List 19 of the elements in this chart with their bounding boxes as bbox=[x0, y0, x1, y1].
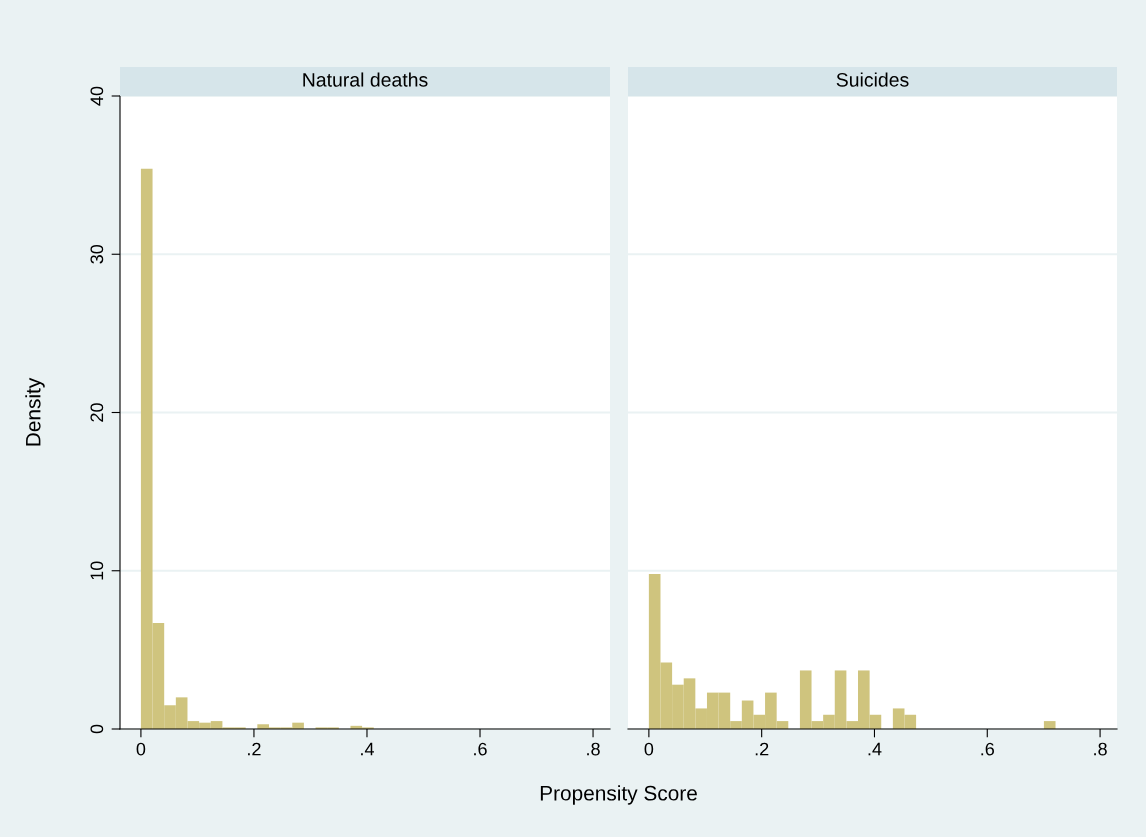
chart-title: Suicides bbox=[836, 72, 909, 87]
x-axis-title: Propensity Score bbox=[540, 785, 697, 805]
x-tick-label: 0 bbox=[136, 742, 146, 756]
x-tick-label: .2 bbox=[755, 742, 769, 756]
y-tick-label: 40 bbox=[90, 86, 104, 106]
y-tick-label: 30 bbox=[90, 244, 104, 264]
x-tick-label: .6 bbox=[981, 742, 995, 756]
y-tick-label: 10 bbox=[90, 561, 104, 580]
x-tick-label: .2 bbox=[248, 742, 261, 756]
x-tick-label: 0 bbox=[644, 742, 654, 756]
x-tick-label: .8 bbox=[1094, 742, 1107, 756]
x-tick-label: .4 bbox=[868, 742, 882, 756]
y-tick-label: 0 bbox=[90, 724, 104, 734]
y-tick-label: 20 bbox=[90, 403, 104, 422]
x-tick-label: .4 bbox=[361, 742, 374, 756]
chart-title: Natural deaths bbox=[303, 72, 428, 87]
x-tick-label: .8 bbox=[587, 742, 600, 756]
y-axis-title: Density bbox=[25, 377, 45, 446]
x-tick-label: .6 bbox=[474, 742, 487, 756]
